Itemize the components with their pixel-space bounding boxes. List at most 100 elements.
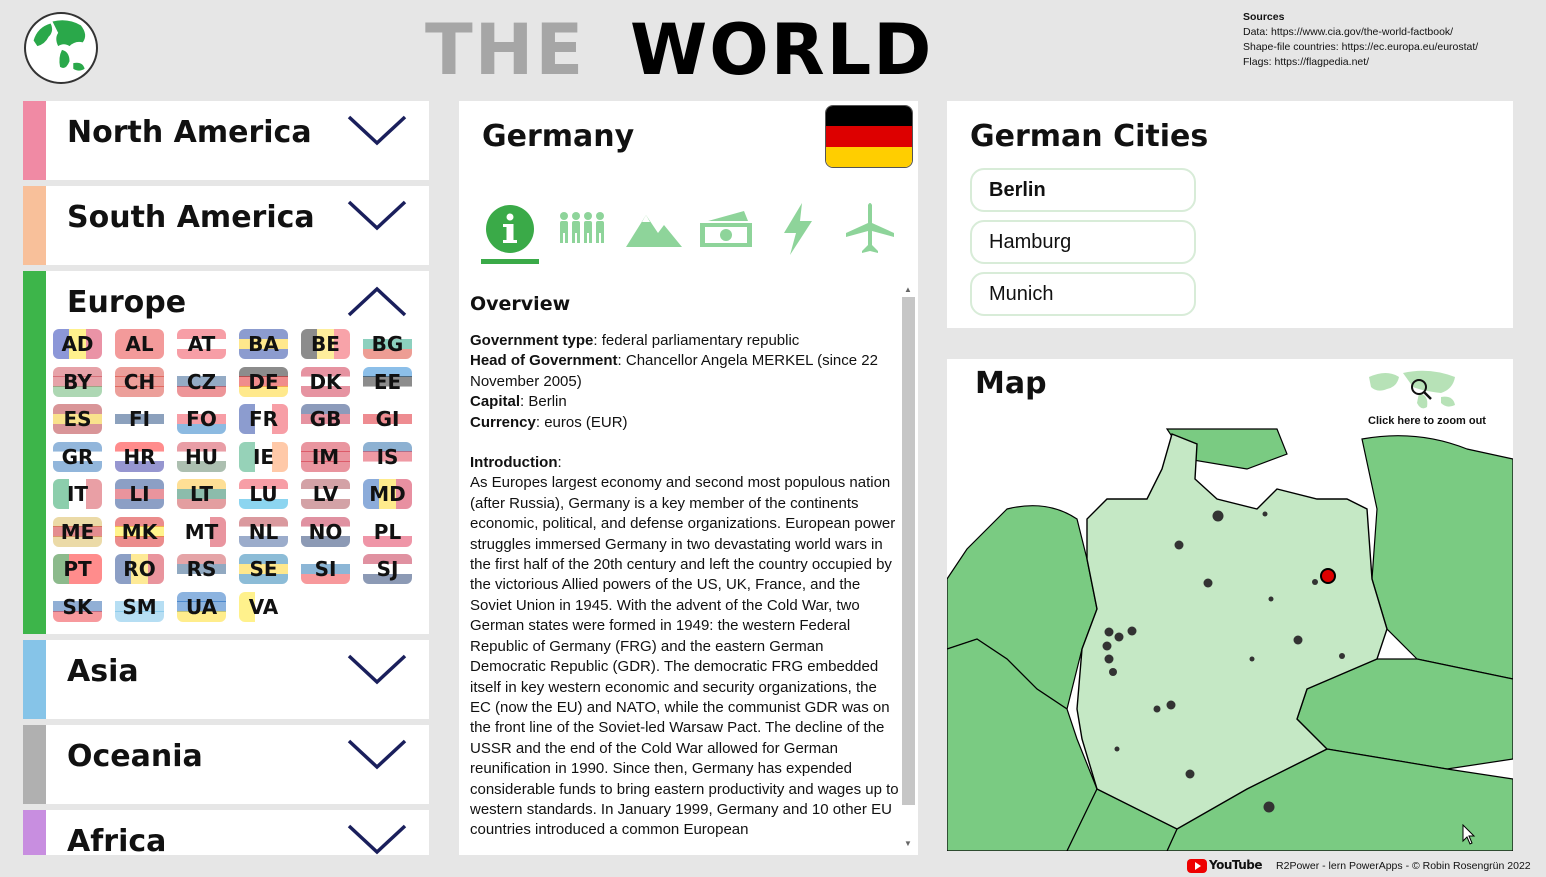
flag-button-md[interactable]: MD xyxy=(363,479,412,509)
flag-button-li[interactable]: LI xyxy=(115,479,164,509)
flag-code-label: BE xyxy=(311,332,340,356)
introduction-label: Introduction: xyxy=(470,454,562,472)
flag-button-dk[interactable]: DK xyxy=(301,366,350,397)
flag-button-de[interactable]: DE xyxy=(239,366,288,397)
footer: YouTube R2Power - lern PowerApps - © Robi… xyxy=(1187,855,1531,875)
continent-africa[interactable]: Africa xyxy=(23,810,429,855)
flag-code-label: MT xyxy=(184,519,219,544)
airplane-icon[interactable] xyxy=(840,201,900,257)
chevron-down-icon[interactable] xyxy=(347,652,407,688)
flag-button-ro[interactable]: RO xyxy=(115,554,164,584)
flag-code-label: BY xyxy=(63,369,92,394)
chevron-up-icon[interactable] xyxy=(347,283,407,319)
continent-asia[interactable]: Asia xyxy=(23,640,429,719)
flag-button-lv[interactable]: LV xyxy=(301,479,350,509)
flag-code-label: AT xyxy=(187,332,216,356)
money-icon[interactable] xyxy=(696,201,756,257)
flag-button-hr[interactable]: HR xyxy=(115,441,164,472)
flag-button-ad[interactable]: AD xyxy=(53,329,102,359)
zoom-out-button[interactable]: Click here to zoom out xyxy=(1357,365,1497,435)
flag-button-cz[interactable]: CZ xyxy=(177,366,226,397)
flag-button-ba[interactable]: BA xyxy=(239,329,288,359)
youtube-label[interactable]: YouTube xyxy=(1209,858,1263,872)
flag-button-gr[interactable]: GR xyxy=(53,441,102,472)
flag-code-label: CH xyxy=(123,369,156,394)
government-row: Government type: federal parliamentary r… xyxy=(470,332,800,349)
flag-button-at[interactable]: AT xyxy=(177,329,226,359)
flag-code-label: IS xyxy=(376,444,399,469)
flag-button-sm[interactable]: SM xyxy=(115,591,164,622)
flag-code-label: AD xyxy=(61,332,94,356)
continent-color-bar xyxy=(23,725,46,804)
title-the: THE xyxy=(425,9,586,91)
flag-button-gb[interactable]: GB xyxy=(301,404,350,434)
flag-button-ee[interactable]: EE xyxy=(363,366,412,397)
flag-button-lt[interactable]: LT xyxy=(177,479,226,509)
flag-button-gi[interactable]: GI xyxy=(363,404,412,434)
flag-code-label: MD xyxy=(369,482,406,506)
flag-button-hu[interactable]: HU xyxy=(177,441,226,472)
flag-button-si[interactable]: SI xyxy=(301,554,350,584)
flag-button-it[interactable]: IT xyxy=(53,479,102,509)
flag-button-fi[interactable]: FI xyxy=(115,404,164,434)
continent-color-bar xyxy=(23,271,46,634)
continent-color-bar xyxy=(23,810,46,855)
chevron-down-icon[interactable] xyxy=(347,737,407,773)
flag-button-pt[interactable]: PT xyxy=(53,554,102,584)
flag-code-label: NL xyxy=(248,519,279,544)
scroll-up-icon[interactable]: ▲ xyxy=(904,285,912,294)
flag-code-label: NO xyxy=(308,519,343,544)
scrollbar[interactable]: ▲ ▼ xyxy=(901,283,915,853)
country-info-text[interactable]: Overview Government type: federal parlia… xyxy=(470,281,900,855)
youtube-icon[interactable] xyxy=(1187,859,1207,874)
flag-button-by[interactable]: BY xyxy=(53,366,102,397)
flag-button-ua[interactable]: UA xyxy=(177,591,226,622)
city-item-berlin[interactable]: Berlin xyxy=(970,168,1196,212)
footer-credit: R2Power - lern PowerApps - © Robin Rosen… xyxy=(1276,860,1531,872)
continent-south-america[interactable]: South America xyxy=(23,186,429,265)
chevron-down-icon[interactable] xyxy=(347,198,407,234)
flag-button-sj[interactable]: SJ xyxy=(363,554,412,584)
flag-button-bg[interactable]: BG xyxy=(363,329,412,359)
flag-button-mk[interactable]: MK xyxy=(115,516,164,547)
flag-button-va[interactable]: VA xyxy=(239,591,288,622)
continent-europe[interactable]: Europe AD AL AT BA BE BG BY CH CZ DE DK EE ES FI FO FR G… xyxy=(23,271,429,634)
flag-code-label: LU xyxy=(249,482,278,506)
scroll-down-icon[interactable]: ▼ xyxy=(904,839,912,848)
flag-button-fr[interactable]: FR xyxy=(239,404,288,434)
scrollbar-thumb[interactable] xyxy=(902,297,915,805)
flag-code-label: VA xyxy=(248,594,279,619)
flag-button-im[interactable]: IM xyxy=(301,441,350,472)
continent-oceania[interactable]: Oceania xyxy=(23,725,429,804)
city-item-munich[interactable]: Munich xyxy=(970,272,1196,316)
flag-button-rs[interactable]: RS xyxy=(177,554,226,584)
flag-button-es[interactable]: ES xyxy=(53,404,102,434)
flag-button-pl[interactable]: PL xyxy=(363,516,412,547)
chevron-down-icon[interactable] xyxy=(347,113,407,149)
zoom-out-label: Click here to zoom out xyxy=(1368,415,1486,427)
flag-code-label: IE xyxy=(252,444,275,469)
flag-button-se[interactable]: SE xyxy=(239,554,288,584)
flag-button-lu[interactable]: LU xyxy=(239,479,288,509)
flag-button-sk[interactable]: SK xyxy=(53,591,102,622)
flag-button-ie[interactable]: IE xyxy=(239,441,288,472)
flag-button-nl[interactable]: NL xyxy=(239,516,288,547)
mountain-icon[interactable] xyxy=(624,201,684,257)
people-icon[interactable] xyxy=(552,201,612,257)
flag-button-be[interactable]: BE xyxy=(301,329,350,359)
chevron-down-icon[interactable] xyxy=(347,822,407,855)
city-item-hamburg[interactable]: Hamburg xyxy=(970,220,1196,264)
info-icon[interactable] xyxy=(480,201,540,257)
flag-button-ch[interactable]: CH xyxy=(115,366,164,397)
flag-button-me[interactable]: ME xyxy=(53,516,102,547)
continent-north-america[interactable]: North America xyxy=(23,101,429,180)
flag-code-label: FI xyxy=(128,407,151,431)
germany-map[interactable] xyxy=(947,359,1513,851)
energy-icon[interactable] xyxy=(768,201,828,257)
flag-button-mt[interactable]: MT xyxy=(177,516,226,547)
flag-button-fo[interactable]: FO xyxy=(177,404,226,434)
flag-button-al[interactable]: AL xyxy=(115,329,164,359)
flag-button-no[interactable]: NO xyxy=(301,516,350,547)
flag-code-label: SK xyxy=(62,594,93,619)
flag-button-is[interactable]: IS xyxy=(363,441,412,472)
